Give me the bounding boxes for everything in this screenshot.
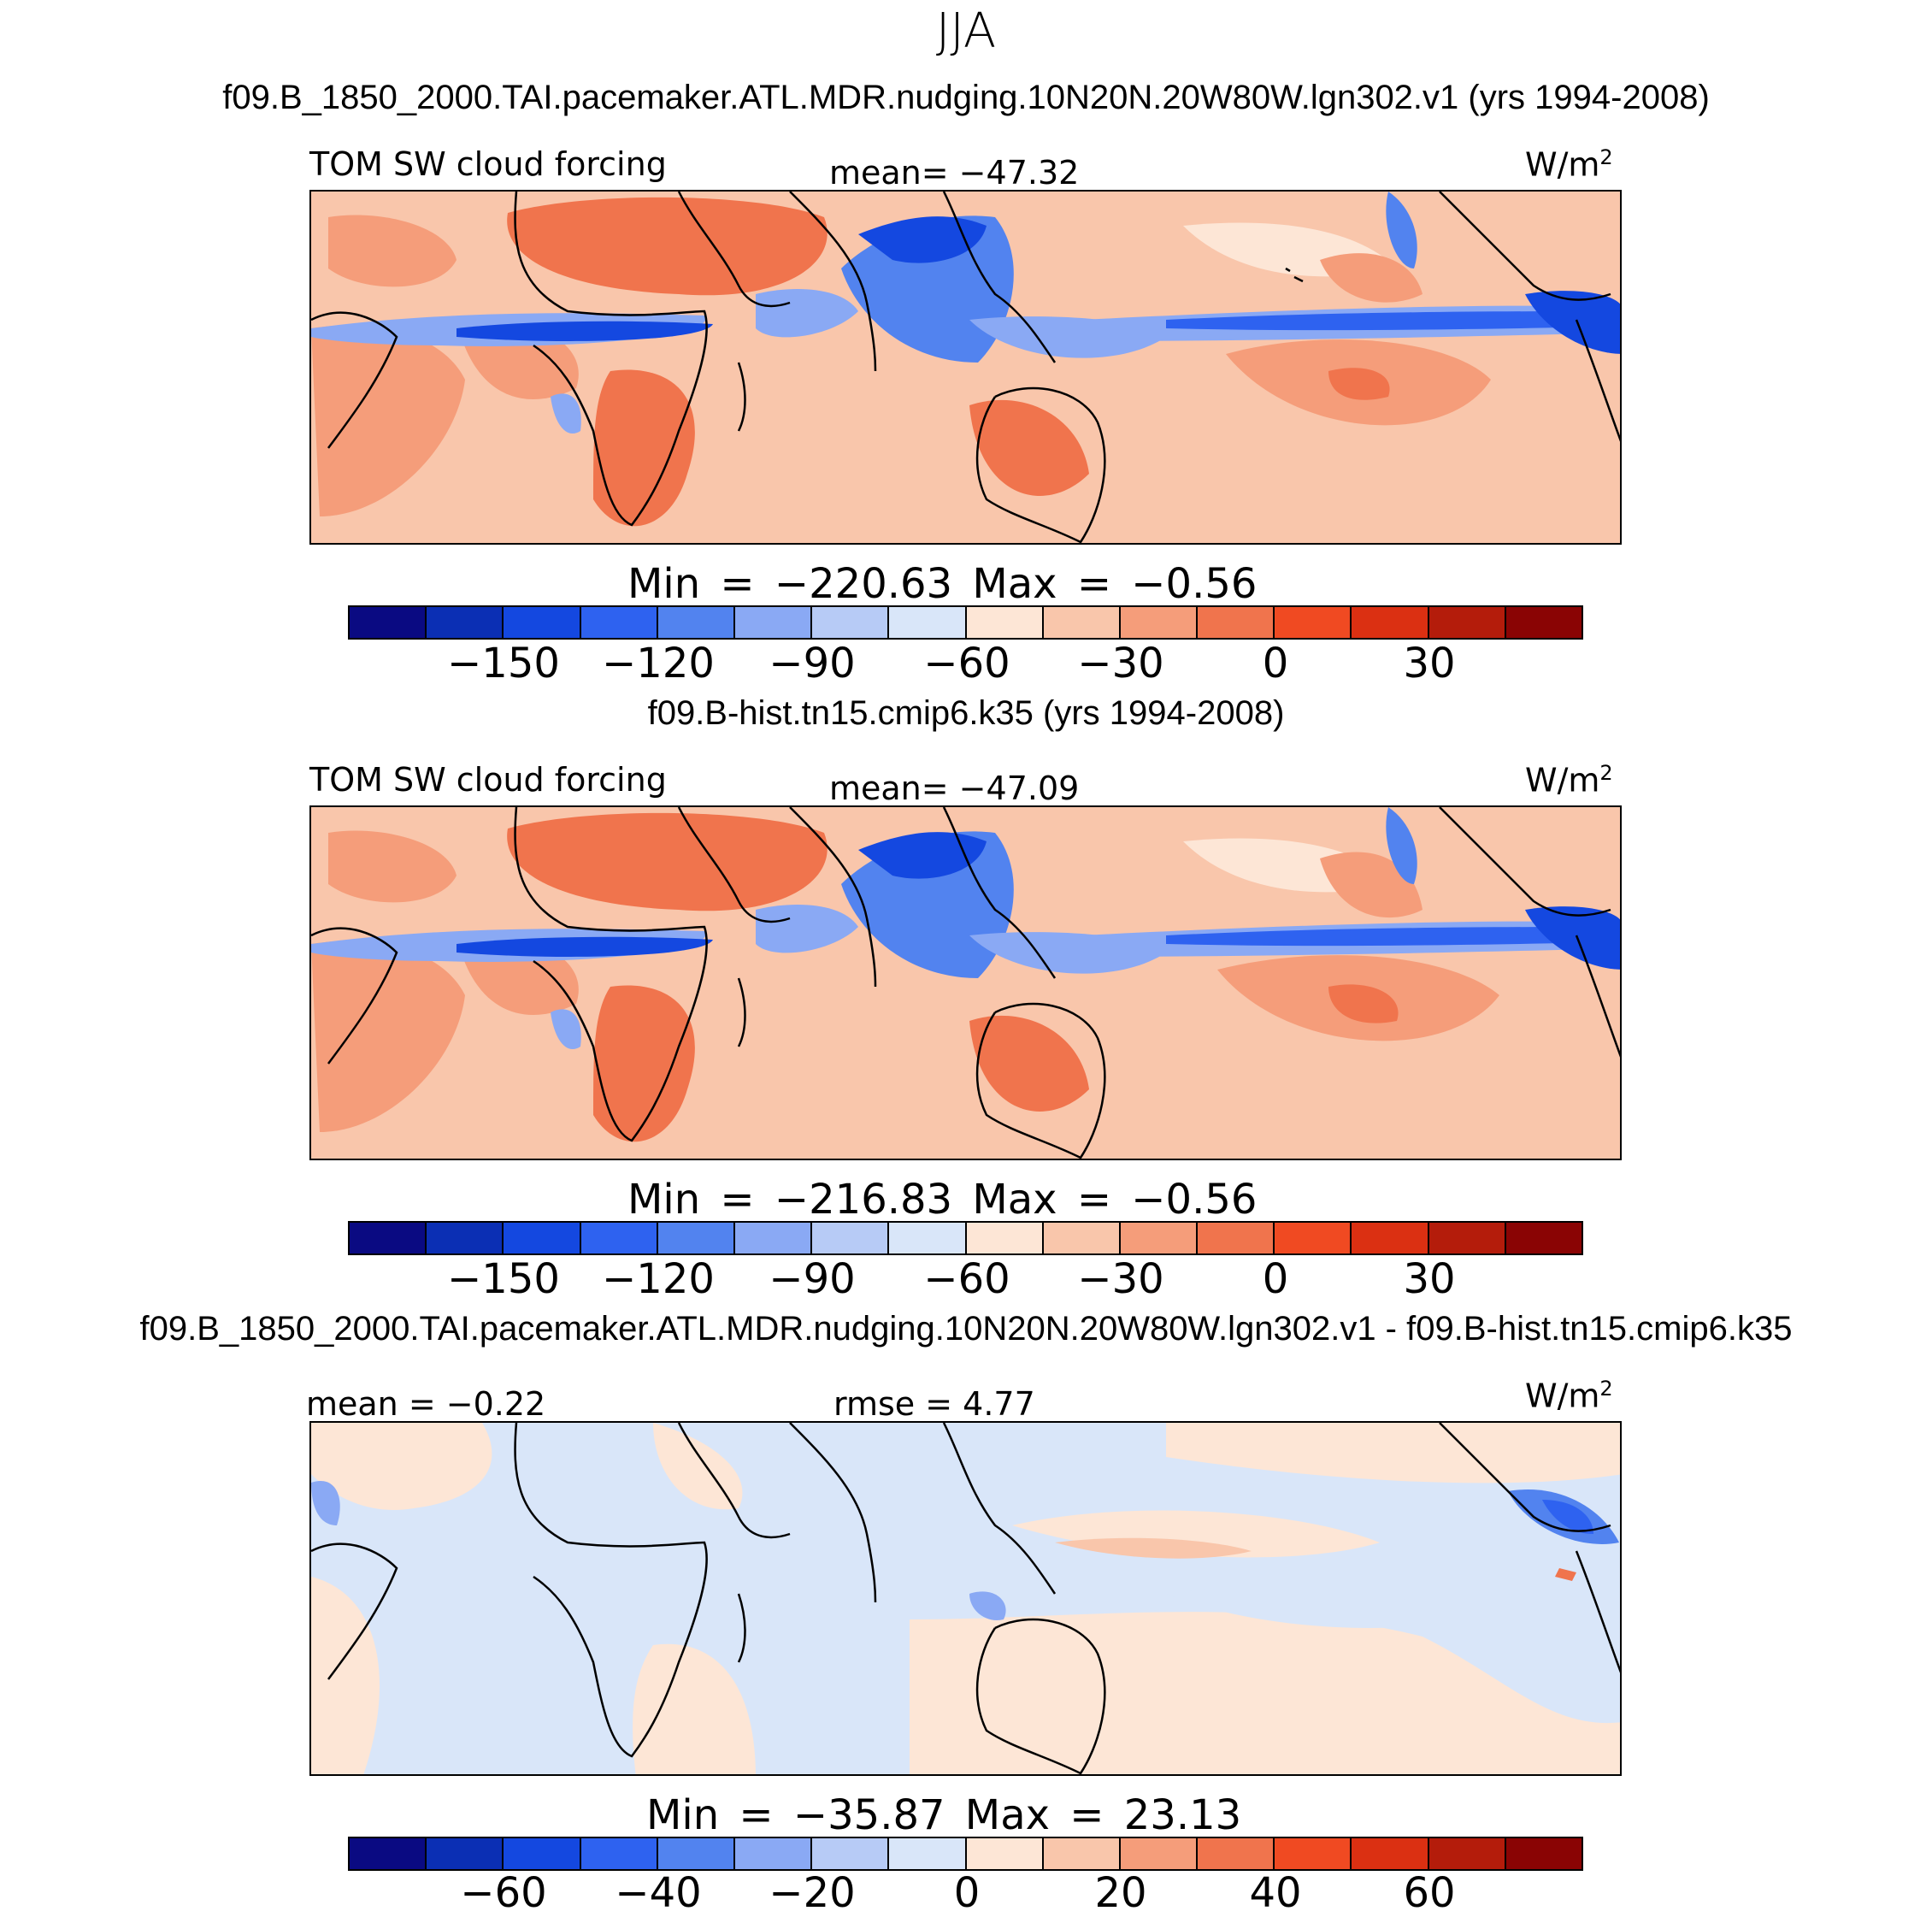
- colorbar-segment: [966, 607, 1044, 638]
- panel-1-colorbar: [348, 605, 1583, 640]
- colorbar-segment: [1198, 1223, 1275, 1253]
- colorbar-segment: [889, 1223, 967, 1253]
- colorbar-segment: [734, 607, 813, 638]
- colorbar-segment: [1352, 1838, 1429, 1869]
- panel-2-tick: −90: [769, 1255, 856, 1303]
- colorbar-segment: [504, 1223, 581, 1253]
- panel-3-units: W/m2: [1525, 1377, 1613, 1415]
- panel-3-mean-label: mean = −0.22: [306, 1385, 546, 1423]
- colorbar-segment: [812, 607, 890, 638]
- colorbar-segment: [1275, 1838, 1352, 1869]
- colorbar-segment: [1428, 1838, 1506, 1869]
- panel-2-min-max: Min = −216.83 Max = −0.56: [627, 1176, 1258, 1224]
- colorbar-segment: [427, 1838, 504, 1869]
- panel-1-tick: −30: [1077, 640, 1164, 687]
- colorbar-segment: [580, 607, 658, 638]
- panel-3-colorbar: [348, 1837, 1583, 1871]
- colorbar-segment: [1043, 1838, 1121, 1869]
- panel-1-tick: −90: [769, 640, 856, 687]
- panel-2-map: [309, 805, 1622, 1160]
- panel-3-tick: −40: [615, 1869, 702, 1917]
- colorbar-segment: [580, 1838, 658, 1869]
- colorbar-segment: [966, 1838, 1044, 1869]
- panel-2-units: W/m2: [1525, 761, 1613, 799]
- colorbar-segment: [889, 1838, 967, 1869]
- panel-2-tick: −60: [923, 1255, 1010, 1303]
- colorbar-segment: [966, 1223, 1044, 1253]
- colorbar-segment: [1428, 1223, 1506, 1253]
- colorbar-segment: [1120, 1838, 1199, 1869]
- colorbar-segment: [1120, 607, 1199, 638]
- colorbar-segment: [350, 607, 427, 638]
- colorbar-segment: [1043, 607, 1121, 638]
- colorbar-segment: [812, 1223, 890, 1253]
- panel-1-title: f09.B_1850_2000.TAI.pacemaker.ATL.MDR.nu…: [222, 79, 1710, 116]
- panel-2-tick: −30: [1077, 1255, 1164, 1303]
- panel-1-min-max: Min = −220.63 Max = −0.56: [627, 560, 1258, 608]
- colorbar-segment: [427, 1223, 504, 1253]
- colorbar-segment: [1275, 607, 1352, 638]
- panel-2-variable-label: TOM SW cloud forcing: [309, 761, 667, 799]
- panel-1-tick: 0: [1262, 640, 1289, 687]
- panel-1-mean-label: mean= −47.32: [829, 154, 1080, 192]
- panel-1-variable-label: TOM SW cloud forcing: [309, 145, 667, 183]
- panel-2-tick: 0: [1262, 1255, 1289, 1303]
- colorbar-segment: [1198, 607, 1275, 638]
- panel-1-tick: −120: [602, 640, 715, 687]
- panel-3-tick: 0: [953, 1869, 981, 1917]
- colorbar-segment: [1505, 1838, 1582, 1869]
- panel-3-tick: −60: [460, 1869, 547, 1917]
- colorbar-segment: [734, 1838, 813, 1869]
- colorbar-segment: [427, 607, 504, 638]
- colorbar-segment: [1352, 1223, 1429, 1253]
- colorbar-segment: [657, 607, 735, 638]
- panel-2-mean-label: mean= −47.09: [829, 770, 1080, 807]
- panel-2-tick: 30: [1403, 1255, 1456, 1303]
- colorbar-segment: [350, 1838, 427, 1869]
- colorbar-segment: [1505, 1223, 1582, 1253]
- colorbar-segment: [1275, 1223, 1352, 1253]
- colorbar-segment: [1120, 1223, 1199, 1253]
- panel-3-tick: 40: [1249, 1869, 1302, 1917]
- panel-2-title: f09.B-hist.tn15.cmip6.k35 (yrs 1994-2008…: [647, 694, 1285, 732]
- panel-3-tick: 60: [1403, 1869, 1456, 1917]
- panel-1-units: W/m2: [1525, 145, 1613, 184]
- panel-3-rmse-label: rmse = 4.77: [833, 1385, 1035, 1423]
- colorbar-segment: [889, 607, 967, 638]
- colorbar-segment: [734, 1223, 813, 1253]
- panel-3-map: [309, 1421, 1622, 1776]
- colorbar-segment: [657, 1223, 735, 1253]
- panel-1-map: [309, 190, 1622, 545]
- panel-2-tick: −150: [447, 1255, 560, 1303]
- panel-3-min-max: Min = −35.87 Max = 23.13: [646, 1791, 1242, 1839]
- colorbar-segment: [1428, 607, 1506, 638]
- panel-3-title: f09.B_1850_2000.TAI.pacemaker.ATL.MDR.nu…: [139, 1310, 1793, 1348]
- colorbar-segment: [350, 1223, 427, 1253]
- panel-1-tick: 30: [1403, 640, 1456, 687]
- panel-2-tick: −120: [602, 1255, 715, 1303]
- colorbar-segment: [580, 1223, 658, 1253]
- panel-2-colorbar: [348, 1221, 1583, 1255]
- colorbar-segment: [504, 607, 581, 638]
- panel-3-tick: −20: [769, 1869, 856, 1917]
- season-title: JJA: [935, 3, 997, 59]
- panel-1-tick: −150: [447, 640, 560, 687]
- colorbar-segment: [1198, 1838, 1275, 1869]
- panel-3-tick: 20: [1094, 1869, 1147, 1917]
- colorbar-segment: [1043, 1223, 1121, 1253]
- panel-1-tick: −60: [923, 640, 1010, 687]
- colorbar-segment: [812, 1838, 890, 1869]
- colorbar-segment: [1505, 607, 1582, 638]
- colorbar-segment: [1352, 607, 1429, 638]
- colorbar-segment: [504, 1838, 581, 1869]
- colorbar-segment: [657, 1838, 735, 1869]
